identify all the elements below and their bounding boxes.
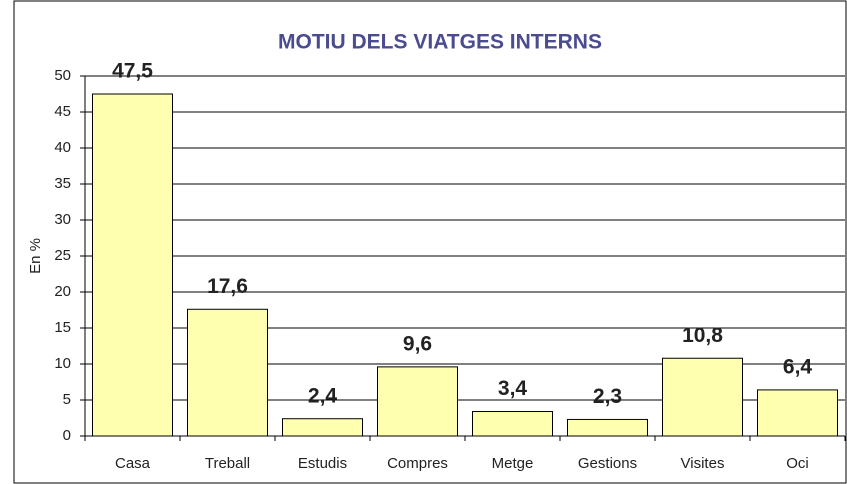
bar — [567, 418, 648, 437]
y-tick-label: 20 — [54, 283, 71, 300]
x-tick-label: Gestions — [578, 455, 637, 472]
chart-title: MOTIU DELS VIATGES INTERNS — [278, 31, 602, 54]
y-axis-label: En % — [27, 238, 44, 274]
x-tick-label: Oci — [786, 455, 809, 472]
x-tick-label: Treball — [205, 455, 250, 472]
bar — [187, 308, 268, 437]
data-label: 9,6 — [403, 332, 432, 355]
y-tick-label: 40 — [54, 139, 71, 156]
bar — [92, 93, 173, 437]
bar — [282, 418, 363, 437]
y-tick-label: 25 — [54, 247, 71, 264]
data-label: 47,5 — [112, 60, 153, 83]
y-tick-label: 45 — [54, 103, 71, 120]
y-tick-label: 0 — [63, 427, 71, 444]
data-label: 10,8 — [682, 324, 723, 347]
x-tick-label: Casa — [115, 455, 151, 472]
data-label: 17,6 — [207, 275, 248, 298]
x-tick-label: Estudis — [298, 455, 347, 472]
bar — [377, 366, 458, 437]
y-tick-label: 35 — [54, 175, 71, 192]
data-label: 6,4 — [783, 355, 813, 378]
y-tick-label: 50 — [54, 67, 71, 84]
data-label: 2,4 — [308, 384, 338, 407]
x-tick-label: Compres — [387, 455, 448, 472]
y-tick-label: 15 — [54, 319, 71, 336]
y-tick-label: 30 — [54, 211, 71, 228]
x-tick-label: Metge — [492, 455, 534, 472]
data-label: 3,4 — [498, 377, 528, 400]
x-tick-label: Visites — [681, 455, 725, 472]
bar — [472, 411, 553, 437]
bar — [757, 389, 838, 437]
y-tick-label: 10 — [54, 355, 71, 372]
y-tick-label: 5 — [63, 391, 71, 408]
bar — [662, 357, 743, 437]
data-label: 2,3 — [593, 385, 622, 408]
